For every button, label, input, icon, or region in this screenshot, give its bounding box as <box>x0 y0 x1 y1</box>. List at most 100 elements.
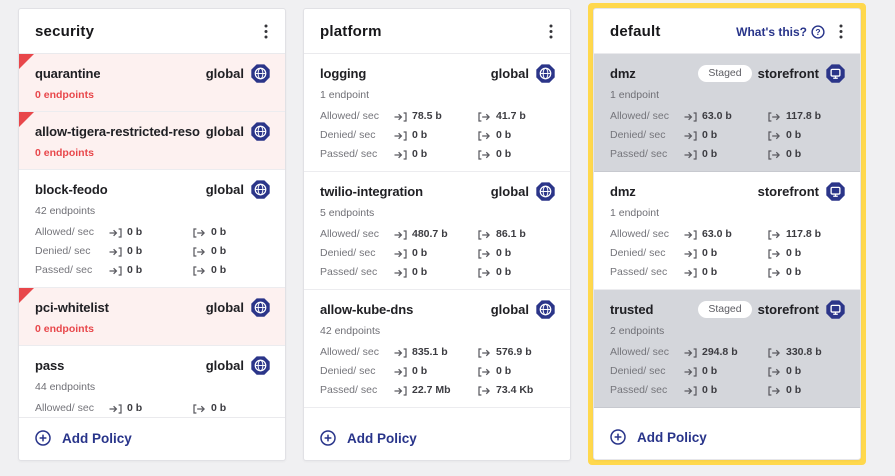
ingress-value-group: 0 b <box>394 247 478 260</box>
ingress-value: 0 b <box>412 266 428 278</box>
endpoint-count: 42 endpoints <box>320 325 381 337</box>
egress-value: 0 b <box>786 247 802 259</box>
metric-label: Denied/ sec <box>320 129 376 141</box>
alert-corner-icon <box>19 288 34 303</box>
metric-row: Allowed/ sec 63.0 b 117.8 b <box>610 228 846 241</box>
kebab-menu-icon[interactable] <box>261 22 271 41</box>
egress-value-group: 0 b <box>478 365 511 378</box>
egress-icon <box>193 265 206 276</box>
ingress-value-group: 0 b <box>394 365 478 378</box>
metric-label: Passed/ sec <box>35 264 93 276</box>
ingress-icon <box>394 130 407 141</box>
metrics-table: Allowed/ sec 78.5 b 41.7 b Denied/ sec 0 b 0 … <box>320 110 556 161</box>
endpoint-count: 2 endpoints <box>610 325 665 337</box>
ingress-value-group: 22.7 Mb <box>394 384 478 397</box>
egress-value-group: 0 b <box>768 266 801 279</box>
egress-value-group: 0 b <box>478 148 511 161</box>
egress-icon <box>768 229 781 240</box>
policy-card[interactable]: pci-whitelist global 0 endpoints <box>19 288 285 346</box>
ingress-value-group: 0 b <box>394 129 478 142</box>
kebab-menu-icon[interactable] <box>546 22 556 41</box>
policy-card[interactable]: logging global 1 endpoint Allowed/ sec 78.5 … <box>304 54 570 172</box>
egress-icon <box>768 385 781 396</box>
policy-card[interactable]: pass global 44 endpoints Allowed/ sec 0 b 0 b… <box>19 346 285 417</box>
policy-card[interactable]: trustedstorefront <box>594 408 860 417</box>
ingress-icon <box>394 347 407 358</box>
kebab-menu-icon[interactable] <box>836 22 846 41</box>
ingress-icon <box>684 347 697 358</box>
ingress-value-group: 294.8 b <box>684 346 768 359</box>
policy-card[interactable]: allow-kube-dns global 42 endpoints Allowed/… <box>304 290 570 408</box>
ingress-value-group: 0 b <box>684 384 768 397</box>
metric-label: Allowed/ sec <box>320 110 379 122</box>
endpoint-count: 44 endpoints <box>35 381 96 393</box>
column-title: security <box>35 23 95 40</box>
egress-icon <box>478 385 491 396</box>
metric-label: Allowed/ sec <box>35 402 94 414</box>
policy-card[interactable]: dmz Staged storefront 1 endpoint Allowed/ se… <box>594 54 860 172</box>
card-scope-group: global <box>491 63 556 84</box>
ingress-value: 0 b <box>127 402 143 414</box>
add-policy-label: Add Policy <box>62 430 132 446</box>
policy-card[interactable]: block-feodo global 42 endpoints Allowed/ se… <box>19 170 285 288</box>
metric-label: Passed/ sec <box>320 148 378 160</box>
global-badge-icon <box>250 179 271 200</box>
metric-row: Denied/ sec 0 b 0 b <box>610 247 846 260</box>
add-policy-button[interactable]: Add Policy <box>594 417 860 459</box>
plus-circle-icon <box>320 430 336 446</box>
policy-name: trusted <box>610 302 654 317</box>
card-scope-group: storefront <box>758 181 846 202</box>
global-badge-icon <box>535 181 556 202</box>
add-policy-button[interactable]: Add Policy <box>19 417 285 460</box>
ingress-icon <box>684 229 697 240</box>
policy-card[interactable]: dmz storefront 1 endpoint Allowed/ sec 63.0 … <box>594 172 860 290</box>
add-policy-label: Add Policy <box>637 429 707 445</box>
column-header: default What's this? ? <box>594 9 860 54</box>
egress-value-group: 86.1 b <box>478 228 526 241</box>
ingress-value: 63.0 b <box>702 228 732 240</box>
metric-label: Denied/ sec <box>320 365 376 377</box>
ingress-value: 0 b <box>412 365 428 377</box>
policy-card[interactable]: quarantine global 0 endpoints <box>19 54 285 112</box>
policy-card[interactable]: trusted Staged storefront 2 endpoints Allowe… <box>594 290 860 408</box>
whats-this-link[interactable]: What's this? ? <box>736 25 825 39</box>
egress-icon <box>768 130 781 141</box>
egress-icon <box>768 111 781 122</box>
egress-value-group: 330.8 b <box>768 346 822 359</box>
alert-corner-icon <box>19 54 34 69</box>
metric-row: Denied/ sec 0 b 0 b <box>320 129 556 142</box>
card-title-row: allow-tigera-restricted-resources global <box>35 121 271 142</box>
storefront-badge-icon <box>825 299 846 320</box>
egress-value: 0 b <box>211 226 227 238</box>
egress-value-group: 73.4 Kb <box>478 384 533 397</box>
metric-label: Allowed/ sec <box>610 110 669 122</box>
card-title-row: pass global <box>35 355 271 376</box>
policy-card[interactable]: twilio-integration global 5 endpoints Allow… <box>304 172 570 290</box>
egress-value: 0 b <box>786 266 802 278</box>
egress-icon <box>478 248 491 259</box>
ingress-value-group: 0 b <box>109 226 193 239</box>
egress-value-group: 0 b <box>768 129 801 142</box>
policy-card[interactable]: allow-tigera-restricted-resources global 0… <box>19 112 285 170</box>
ingress-value: 0 b <box>702 384 718 396</box>
ingress-value-group: 63.0 b <box>684 110 768 123</box>
add-policy-button[interactable]: Add Policy <box>304 418 570 460</box>
ingress-value: 0 b <box>412 247 428 259</box>
card-scope-group: global <box>491 181 556 202</box>
metric-label: Denied/ sec <box>35 245 91 257</box>
card-title-row: pci-whitelist global <box>35 297 271 318</box>
ingress-value-group: 835.1 b <box>394 346 478 359</box>
egress-value-group: 0 b <box>768 148 801 161</box>
global-badge-icon <box>250 121 271 142</box>
ingress-icon <box>684 111 697 122</box>
metric-row: Passed/ sec 0 b 0 b <box>610 148 846 161</box>
egress-icon <box>478 111 491 122</box>
ingress-icon <box>684 130 697 141</box>
ingress-value-group: 0 b <box>684 247 768 260</box>
metric-label: Denied/ sec <box>610 365 666 377</box>
endpoint-count: 0 endpoints <box>35 147 94 159</box>
egress-value-group: 576.9 b <box>478 346 532 359</box>
egress-value-group: 0 b <box>768 384 801 397</box>
ingress-value-group: 78.5 b <box>394 110 478 123</box>
egress-value-group: 0 b <box>478 129 511 142</box>
